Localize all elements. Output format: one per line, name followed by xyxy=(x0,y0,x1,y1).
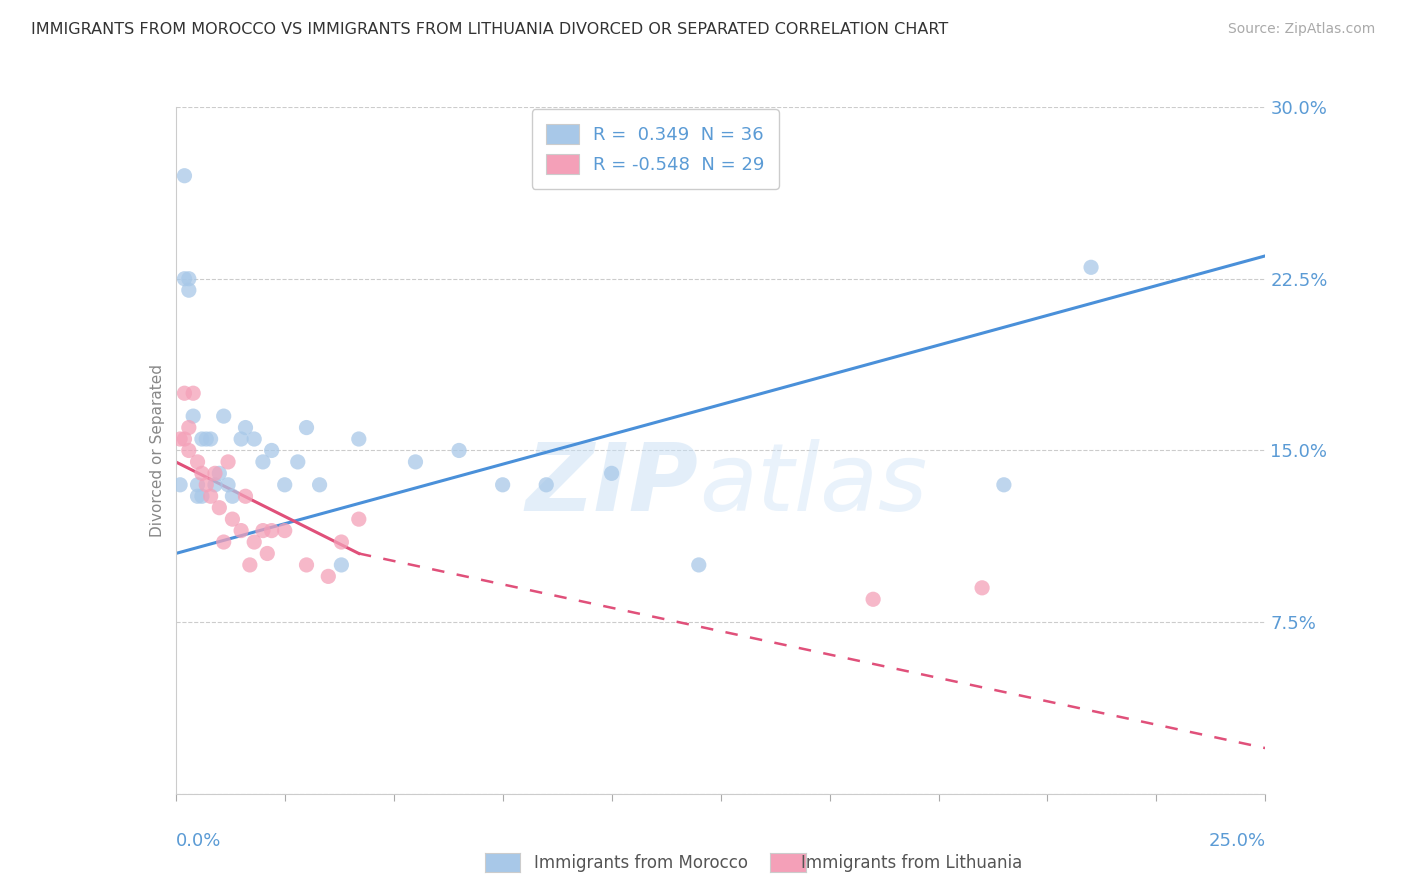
Point xyxy=(173,271,195,285)
Text: Immigrants from Morocco: Immigrants from Morocco xyxy=(534,855,748,872)
Point xyxy=(204,478,226,492)
Point xyxy=(186,489,209,503)
Point xyxy=(243,432,266,446)
Point xyxy=(1080,260,1102,275)
Point xyxy=(243,535,266,549)
Point xyxy=(239,558,262,572)
Point xyxy=(295,420,318,434)
Point xyxy=(181,409,204,424)
Legend: R =  0.349  N = 36, R = -0.548  N = 29: R = 0.349 N = 36, R = -0.548 N = 29 xyxy=(531,109,779,189)
Point xyxy=(447,443,470,458)
Point xyxy=(217,455,239,469)
Point xyxy=(177,443,200,458)
Point xyxy=(173,432,195,446)
Point xyxy=(260,524,283,538)
Point xyxy=(177,283,200,297)
Text: 0.0%: 0.0% xyxy=(176,831,221,850)
Point xyxy=(181,386,204,401)
Point xyxy=(212,409,235,424)
Point xyxy=(212,535,235,549)
Point xyxy=(191,432,214,446)
Point xyxy=(862,592,884,607)
Point xyxy=(169,478,191,492)
Point xyxy=(347,432,370,446)
Point xyxy=(231,432,253,446)
Point xyxy=(256,546,278,561)
Point xyxy=(186,455,209,469)
Point xyxy=(173,169,195,183)
Point xyxy=(330,558,353,572)
Point xyxy=(221,489,243,503)
Text: 25.0%: 25.0% xyxy=(1208,831,1265,850)
Point xyxy=(235,420,257,434)
Point xyxy=(191,467,214,481)
Text: atlas: atlas xyxy=(699,439,927,531)
Point xyxy=(993,478,1015,492)
Point xyxy=(287,455,309,469)
Text: Source: ZipAtlas.com: Source: ZipAtlas.com xyxy=(1227,22,1375,37)
Point xyxy=(191,489,214,503)
Text: IMMIGRANTS FROM MOROCCO VS IMMIGRANTS FROM LITHUANIA DIVORCED OR SEPARATED CORRE: IMMIGRANTS FROM MOROCCO VS IMMIGRANTS FR… xyxy=(31,22,948,37)
Point xyxy=(274,524,297,538)
Point xyxy=(195,432,218,446)
Point xyxy=(200,432,222,446)
Point xyxy=(295,558,318,572)
Point xyxy=(177,271,200,285)
Point xyxy=(600,467,623,481)
Point xyxy=(169,432,191,446)
Point xyxy=(204,467,226,481)
Point xyxy=(330,535,353,549)
Point xyxy=(217,478,239,492)
Point xyxy=(173,386,195,401)
Point xyxy=(252,455,274,469)
Point xyxy=(208,467,231,481)
Point xyxy=(492,478,515,492)
Y-axis label: Divorced or Separated: Divorced or Separated xyxy=(149,364,165,537)
Point xyxy=(235,489,257,503)
Point xyxy=(308,478,330,492)
Text: ZIP: ZIP xyxy=(526,439,699,531)
Point xyxy=(260,443,283,458)
Point xyxy=(186,478,209,492)
Point xyxy=(200,489,222,503)
Point xyxy=(318,569,340,583)
Point xyxy=(177,420,200,434)
Point xyxy=(252,524,274,538)
Point xyxy=(347,512,370,526)
Point xyxy=(688,558,710,572)
Text: Immigrants from Lithuania: Immigrants from Lithuania xyxy=(801,855,1022,872)
Point xyxy=(534,478,557,492)
Point xyxy=(274,478,297,492)
Point xyxy=(231,524,253,538)
Point xyxy=(405,455,427,469)
Point xyxy=(221,512,243,526)
Point xyxy=(195,478,218,492)
Point xyxy=(208,500,231,515)
Point xyxy=(970,581,993,595)
